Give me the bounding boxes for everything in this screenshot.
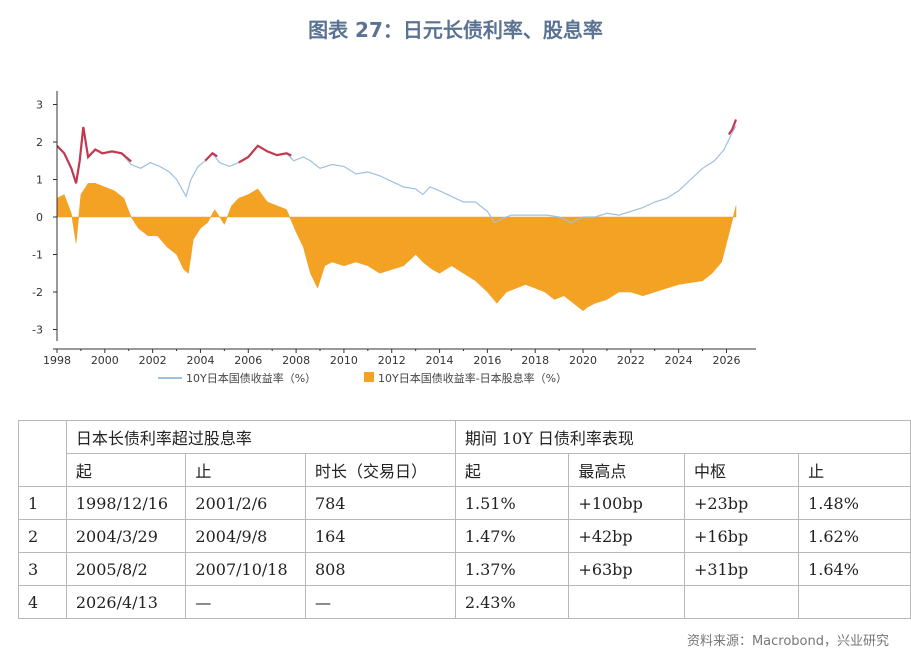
table-cell: +100bp (568, 486, 685, 520)
table-cell: 164 (305, 519, 456, 553)
table-cell: 2005/8/2 (65, 552, 187, 586)
table-cell (568, 585, 685, 619)
chart-title: 图表 27：日元长债利率、股息率 (308, 18, 603, 42)
table-subheader-cell: 时长（交易日） (305, 453, 456, 487)
y-tick-label: 2 (36, 136, 43, 149)
table-cell: +31bp (683, 552, 800, 586)
table-cell: 784 (305, 486, 456, 520)
legend-label-yield: 10Y日本国债收益率（%） (186, 371, 316, 385)
spread-periods-table: 日本长债利率超过股息率 期间 10Y 日债利率表现 起止时长（交易日）起最高点中… (18, 420, 911, 619)
x-tick-label: 2026 (712, 354, 740, 367)
highlight-segment-1 (56, 126, 132, 184)
table-cell: 1.48% (798, 486, 911, 520)
x-tick-label: 2014 (426, 354, 454, 367)
table-subheader-cell: 起 (454, 453, 570, 487)
x-tick-label: 2000 (91, 354, 119, 367)
axes (53, 91, 756, 353)
x-tick-label: 2024 (665, 354, 693, 367)
table-subheader-cell: 止 (185, 453, 306, 487)
table-row: 4 2026/4/13— —2.43% (18, 585, 911, 619)
y-tick-label: 1 (36, 174, 43, 187)
x-tick-label: 1998 (43, 354, 71, 367)
y-tick-label: 0 (36, 211, 43, 224)
table-cell: +42bp (568, 519, 685, 553)
table-cell: 2004/3/29 (65, 519, 187, 553)
x-tick-label: 2010 (330, 354, 358, 367)
x-tick-label: 2016 (473, 354, 501, 367)
x-tick-label: 2006 (234, 354, 262, 367)
table-cell: 808 (305, 552, 456, 586)
table-cell: 1 (18, 486, 67, 520)
x-tick-label: 2020 (569, 354, 597, 367)
highlight-segment-2 (204, 151, 218, 162)
table-subheader-row: 起止时长（交易日）起最高点 中枢止 (19, 453, 911, 487)
table-subheader-cell: 最高点 (568, 453, 685, 487)
table-cell: 1.47% (454, 519, 570, 553)
table-cell: 1998/12/16 (65, 486, 187, 520)
spread-area (56, 183, 737, 312)
table-cell: 2004/9/8 (185, 519, 306, 553)
y-tick-label: -3 (32, 324, 43, 337)
legend-area-swatch (364, 372, 374, 382)
table-cell: 2.43% (454, 585, 570, 619)
x-tick-label: 2018 (521, 354, 549, 367)
table-cell: 4 (18, 585, 67, 619)
yield-chart: 3 2 1 0 -1 -2 -3 1998 2000 2002 2004 2006 2008 2010 20… (32, 91, 756, 385)
table-row: 2 2004/3/29 2004/9/8 164 1.47% +42bp +16bp 1.62… (18, 519, 911, 553)
table-cell: 1.51% (454, 486, 570, 520)
highlight-segment-4 (727, 119, 738, 136)
x-tick-label: 2004 (186, 354, 214, 367)
table-row: 1 1998/12/16 2001/2/6 784 1.51% +100bp +23bp 1.… (18, 486, 911, 520)
x-tick-label: 2022 (617, 354, 645, 367)
table-subheader-cell: 中枢 (683, 453, 800, 487)
table-corner-cell (18, 420, 67, 487)
table-cell: +23bp (683, 486, 800, 520)
table-subheader-cell: 止 (798, 453, 911, 487)
table-cell: 2007/10/18 (185, 552, 306, 586)
table-header-row: 日本长债利率超过股息率 期间 10Y 日债利率表现 (18, 420, 911, 487)
y-tick-label: 3 (36, 99, 43, 112)
table-cell: 3 (18, 552, 67, 586)
y-tick-label: -1 (32, 249, 43, 262)
table-cell: 1.62% (798, 519, 911, 553)
table-subheader-cell: 起 (65, 453, 187, 487)
yield-line-layer (56, 125, 737, 224)
table-cell (798, 585, 911, 619)
table-body: 1 1998/12/16 2001/2/6 784 1.51% +100bp +23bp 1.… (18, 486, 911, 619)
highlight-layer (56, 119, 738, 184)
table-group-header: 日本长债利率超过股息率 (65, 420, 456, 454)
legend: 10Y日本国债收益率（%） 10Y日本国债收益率-日本股息率（%） (158, 371, 567, 385)
table-cell: +63bp (568, 552, 685, 586)
table-cell: 1.64% (798, 552, 911, 586)
table-cell: 2001/2/6 (185, 486, 306, 520)
table-group-header: 期间 10Y 日债利率表现 (454, 420, 911, 454)
yield-line (56, 125, 737, 224)
table-cell: +16bp (683, 519, 800, 553)
table-cell: — (305, 585, 456, 619)
table-row: 3 2005/8/2 2007/10/18 808 1.37% +63bp +31bp 1.6… (18, 552, 911, 586)
y-tick-label: -2 (32, 286, 43, 299)
legend-label-spread: 10Y日本国债收益率-日本股息率（%） (378, 371, 567, 385)
x-tick-label: 2002 (139, 354, 167, 367)
spread-area-layer (56, 183, 737, 312)
table-cell: 2026/4/13 (65, 585, 187, 619)
source-note: 资料来源：Macrobond，兴业研究 (686, 634, 889, 649)
x-tick-label: 2012 (378, 354, 406, 367)
table-cell: 2 (18, 519, 67, 553)
table-cell (683, 585, 800, 619)
table-cell: — (185, 585, 306, 619)
x-tick-label: 2008 (282, 354, 310, 367)
highlight-segment-3 (238, 144, 292, 164)
table-cell: 1.37% (454, 552, 570, 586)
tick-labels: 3 2 1 0 -1 -2 -3 1998 2000 2002 2004 2006 2008 2010 20… (32, 99, 740, 368)
